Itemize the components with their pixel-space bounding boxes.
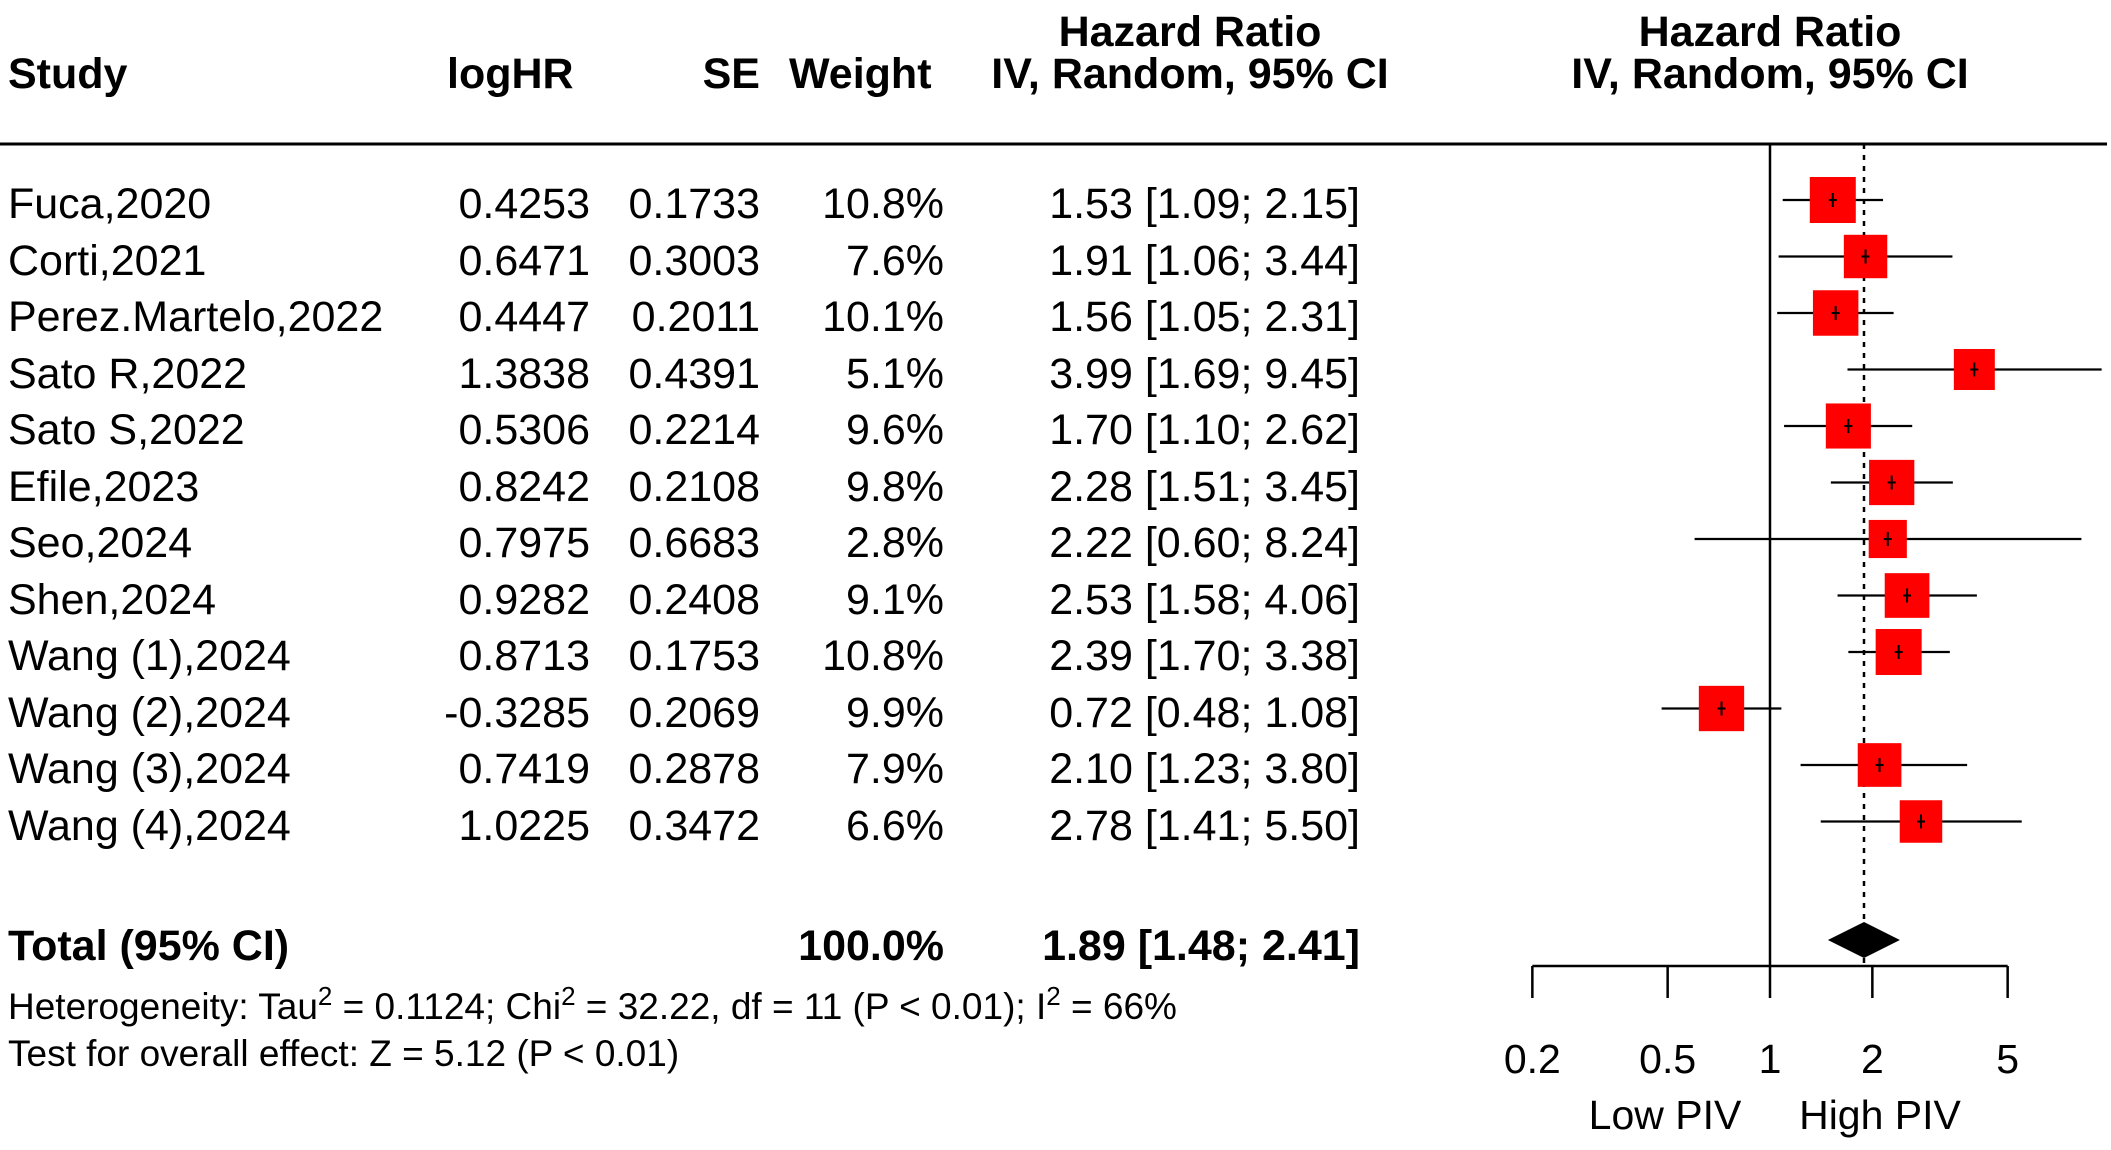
loghr-value: 0.4253 xyxy=(458,180,590,228)
header-hr-col-line1: Hazard Ratio xyxy=(1058,8,1322,56)
hr-ci-value: 3.99 [1.69; 9.45] xyxy=(1049,349,1360,398)
study-name: Shen,2024 xyxy=(8,575,217,624)
loghr-value: 1.0225 xyxy=(458,801,590,850)
heterogeneity-text: Heterogeneity: Tau2 = 0.1124; Chi2 = 32.… xyxy=(8,981,1177,1027)
hr-ci-value: 2.10 [1.23; 3.80] xyxy=(1049,745,1360,793)
se-value: 0.4391 xyxy=(628,349,760,398)
study-name: Sato R,2022 xyxy=(8,349,248,398)
loghr-value: 1.3838 xyxy=(458,349,590,398)
loghr-value: 0.7975 xyxy=(458,519,590,567)
se-value: 0.2069 xyxy=(628,688,760,737)
header-plot-col-line2: IV, Random, 95% CI xyxy=(1571,50,1969,98)
weight-value: 7.9% xyxy=(845,745,944,793)
x-tick-label: 2 xyxy=(1861,1036,1884,1082)
hr-ci-value: 1.53 [1.09; 2.15] xyxy=(1049,180,1360,228)
weight-value: 10.8% xyxy=(822,632,944,680)
se-value: 0.2011 xyxy=(631,293,760,341)
weight-value: 10.8% xyxy=(822,180,944,228)
se-value: 0.2108 xyxy=(628,462,760,511)
hr-ci-value: 0.72 [0.48; 1.08] xyxy=(1049,688,1360,737)
axis-label-high: High PIV xyxy=(1799,1092,1961,1138)
x-tick-label: 1 xyxy=(1759,1036,1782,1082)
header-weight: Weight xyxy=(789,50,932,98)
hr-ci-value: 2.53 [1.58; 4.06] xyxy=(1049,575,1360,624)
loghr-value: 0.6471 xyxy=(458,236,590,285)
se-value: 0.6683 xyxy=(628,519,760,567)
loghr-value: 0.7419 xyxy=(458,745,590,793)
total-hr-ci: 1.89 [1.48; 2.41] xyxy=(1042,922,1360,970)
se-value: 0.3003 xyxy=(628,236,760,285)
header-hr-col-line2: IV, Random, 95% CI xyxy=(991,50,1389,98)
header-plot-col-line1: Hazard Ratio xyxy=(1638,8,1902,56)
loghr-value: 0.9282 xyxy=(458,575,590,624)
weight-value: 9.9% xyxy=(845,688,944,737)
loghr-value: 0.5306 xyxy=(458,406,590,454)
study-name: Efile,2023 xyxy=(8,462,200,511)
hr-ci-value: 1.70 [1.10; 2.62] xyxy=(1049,406,1360,454)
study-name: Wang (2),2024 xyxy=(8,688,291,737)
weight-value: 7.6% xyxy=(845,236,944,285)
header-study: Study xyxy=(8,50,128,98)
hr-ci-value: 2.39 [1.70; 3.38] xyxy=(1049,632,1360,680)
pooled-diamond xyxy=(1827,922,1900,958)
se-value: 0.2408 xyxy=(628,575,760,624)
hr-ci-value: 2.28 [1.51; 3.45] xyxy=(1049,462,1360,511)
study-name: Wang (4),2024 xyxy=(8,801,291,850)
study-name: Wang (3),2024 xyxy=(8,745,291,793)
hr-ci-value: 2.78 [1.41; 5.50] xyxy=(1049,801,1360,850)
forest-plot-marks: 0.2 0.5 1 2 5 xyxy=(1504,144,2102,1082)
study-name: Fuca,2020 xyxy=(8,180,212,228)
x-tick-label: 0.2 xyxy=(1504,1036,1561,1082)
se-value: 0.2878 xyxy=(628,745,760,793)
weight-value: 5.1% xyxy=(845,349,944,398)
loghr-value: 0.8242 xyxy=(458,462,590,511)
se-value: 0.1753 xyxy=(628,632,760,680)
study-name: Corti,2021 xyxy=(8,236,207,285)
weight-value: 6.6% xyxy=(845,801,944,850)
hr-ci-value: 1.56 [1.05; 2.31] xyxy=(1049,293,1360,341)
x-tick-label: 0.5 xyxy=(1639,1036,1696,1082)
weight-value: 10.1% xyxy=(822,293,944,341)
se-value: 0.3472 xyxy=(628,801,760,850)
study-name: Seo,2024 xyxy=(8,519,193,567)
study-name: Perez.Martelo,2022 xyxy=(8,293,384,341)
x-tick-label: 5 xyxy=(1996,1036,2019,1082)
se-value: 0.1733 xyxy=(628,180,760,228)
hr-ci-value: 2.22 [0.60; 8.24] xyxy=(1049,519,1360,567)
total-weight: 100.0% xyxy=(798,922,944,970)
header-se: SE xyxy=(702,50,760,98)
weight-value: 9.6% xyxy=(845,406,944,454)
axis-label-low: Low PIV xyxy=(1588,1092,1742,1138)
weight-value: 9.8% xyxy=(845,462,944,511)
total-label: Total (95% CI) xyxy=(8,922,290,970)
se-value: 0.2214 xyxy=(628,406,760,454)
study-name: Wang (1),2024 xyxy=(8,632,291,680)
weight-value: 2.8% xyxy=(845,519,944,567)
overall-effect-text: Test for overall effect: Z = 5.12 (P < 0… xyxy=(8,1033,680,1074)
header-loghr: logHR xyxy=(447,50,574,98)
hr-ci-value: 1.91 [1.06; 3.44] xyxy=(1049,236,1360,285)
study-name: Sato S,2022 xyxy=(8,406,245,454)
loghr-value: 0.8713 xyxy=(458,632,590,680)
loghr-value: -0.3285 xyxy=(444,688,590,737)
weight-value: 9.1% xyxy=(845,575,944,624)
loghr-value: 0.4447 xyxy=(458,293,590,341)
